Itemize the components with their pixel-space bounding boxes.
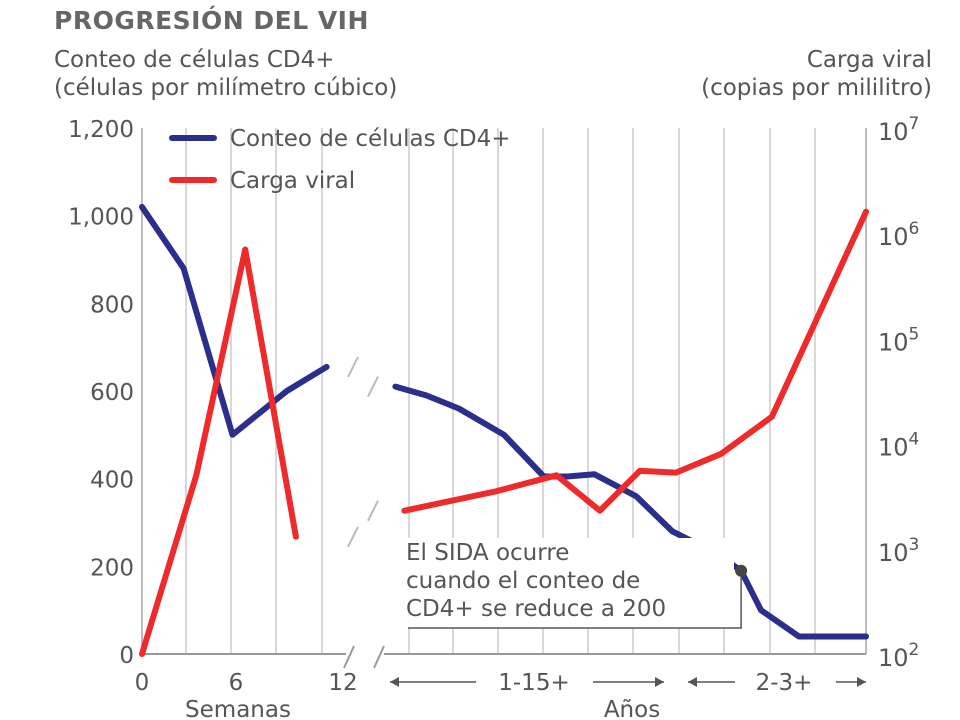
right-axis-title-line: (copias por mililitro) xyxy=(701,75,932,101)
series-break-mark xyxy=(367,500,379,522)
legend-label: Conteo de células CD4+ xyxy=(230,126,511,152)
cd4-count-line xyxy=(392,383,869,640)
right-tick-label: 107 xyxy=(878,114,919,146)
right-tick-label: 104 xyxy=(878,430,919,462)
cd4-count-line xyxy=(139,203,330,438)
series-break-mark xyxy=(347,356,359,378)
annotation-background xyxy=(402,538,734,628)
range-arrow-head xyxy=(390,677,399,687)
annotation-marker xyxy=(735,564,748,577)
axis-break-gap xyxy=(326,128,406,694)
range-label: 2-3+ xyxy=(756,670,813,696)
x-unit-label: Semanas xyxy=(185,697,291,720)
left-tick-label: 1,000 xyxy=(68,205,134,231)
annotation-text: El SIDA ocurre xyxy=(406,540,569,566)
annotation-leader xyxy=(408,570,742,629)
right-axis-title: Carga viral (copias por mililitro) xyxy=(701,46,932,102)
legend-label: Carga viral xyxy=(230,168,355,194)
right-axis-title-line: Carga viral xyxy=(806,47,932,73)
left-tick-label: 1,200 xyxy=(68,117,134,143)
viral-load-line xyxy=(401,208,869,514)
axis-break-mark xyxy=(373,645,385,669)
axis-break-mark xyxy=(343,645,355,669)
viral-load-line xyxy=(139,246,299,657)
left-axis-title: Conteo de células CD4+ (células por milí… xyxy=(54,46,397,102)
range-arrow-head xyxy=(857,677,866,687)
right-tick-label: 105 xyxy=(878,324,919,356)
x-tick-label: 0 xyxy=(135,670,150,696)
annotation-text: CD4+ se reduce a 200 xyxy=(406,596,666,622)
right-tick-label: 103 xyxy=(878,535,919,567)
range-label: 1-15+ xyxy=(498,670,569,696)
range-arrow-head xyxy=(688,677,697,687)
left-axis-title-line: Conteo de células CD4+ xyxy=(54,47,335,73)
x-unit-label: Años xyxy=(604,697,660,720)
annotation-text: cuando el conteo de xyxy=(406,568,640,594)
left-tick-label: 400 xyxy=(90,468,134,494)
left-tick-label: 800 xyxy=(90,292,134,318)
left-tick-label: 600 xyxy=(90,380,134,406)
x-tick-label: 12 xyxy=(328,670,357,696)
right-tick-label: 102 xyxy=(878,640,919,672)
left-tick-label: 200 xyxy=(90,555,134,581)
series-break-mark xyxy=(367,376,379,398)
left-axis-title-line: (células por milímetro cúbico) xyxy=(54,75,398,101)
right-tick-label: 106 xyxy=(878,219,919,251)
series-break-mark xyxy=(347,526,359,548)
chart-title: PROGRESIÓN DEL VIH xyxy=(54,6,369,35)
left-tick-label: 0 xyxy=(119,643,134,669)
x-tick-label: 6 xyxy=(229,670,244,696)
range-arrow-head xyxy=(655,677,664,687)
